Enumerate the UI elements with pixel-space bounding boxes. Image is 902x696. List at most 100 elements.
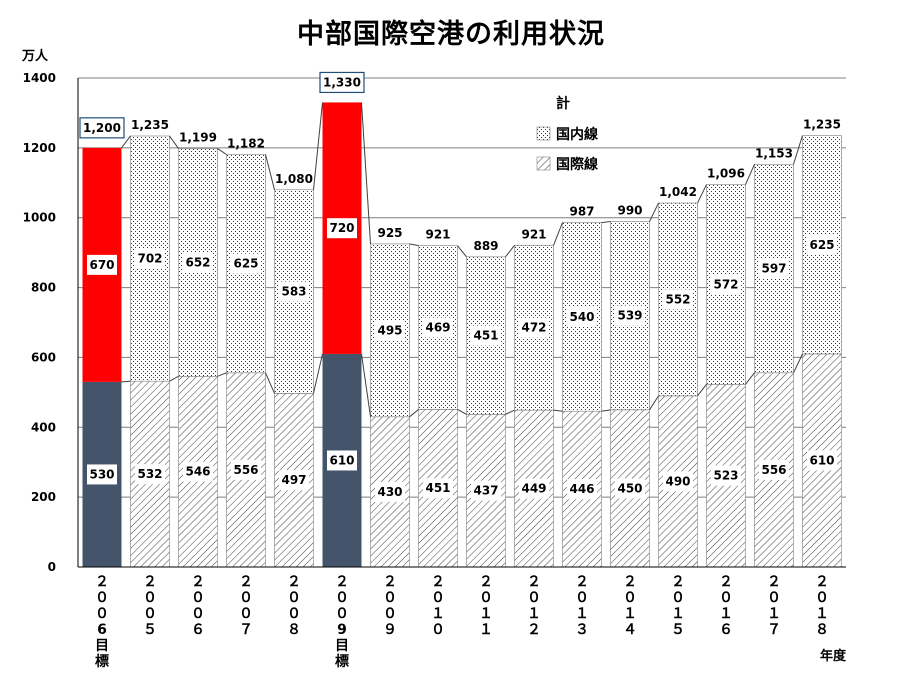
legend-swatch-domestic bbox=[536, 126, 551, 141]
x-tick-char: ４ bbox=[623, 622, 637, 638]
x-tick-char: ８ bbox=[287, 622, 301, 638]
data-label-domestic: 652 bbox=[183, 252, 213, 273]
data-label-domestic: 625 bbox=[231, 253, 261, 274]
connector-total bbox=[217, 148, 227, 155]
connector-total bbox=[601, 221, 611, 224]
data-label-text: 449 bbox=[521, 482, 546, 496]
x-tick-char: １ bbox=[815, 606, 829, 622]
data-label-domestic: 720 bbox=[327, 218, 357, 239]
data-label-international: 497 bbox=[279, 470, 309, 491]
data-label-international: 610 bbox=[807, 450, 837, 471]
connector-international bbox=[121, 380, 131, 383]
x-tick-char: ７ bbox=[767, 622, 781, 638]
data-label-text: 472 bbox=[521, 321, 546, 335]
data-label-box bbox=[471, 325, 501, 346]
data-label-text: 670 bbox=[89, 258, 114, 272]
x-tick-char: ０ bbox=[479, 590, 493, 606]
x-tick-char: ０ bbox=[239, 590, 253, 606]
total-label: 1,235 bbox=[803, 118, 841, 132]
x-tick-char: ０ bbox=[287, 606, 301, 622]
connector-total bbox=[169, 135, 179, 149]
connector-total bbox=[265, 154, 275, 190]
x-tick-char: ０ bbox=[383, 606, 397, 622]
data-label-text: 610 bbox=[809, 453, 834, 467]
x-tick-char: ２ bbox=[767, 574, 781, 590]
x-tick-char: ８ bbox=[815, 622, 829, 638]
x-tick-char: １ bbox=[479, 606, 493, 622]
y-tick-label: 1400 bbox=[23, 71, 56, 85]
data-label-text: 530 bbox=[89, 467, 114, 481]
y-tick-label: 400 bbox=[31, 420, 56, 434]
data-label-international: 530 bbox=[87, 464, 117, 485]
axes: 0200400600800100012001400万人２００6目標２００５２００… bbox=[21, 48, 847, 670]
connector-international bbox=[265, 372, 275, 394]
data-label-box bbox=[711, 274, 741, 295]
data-label-box bbox=[183, 252, 213, 273]
x-tick-char: ０ bbox=[815, 590, 829, 606]
x-tick-char: ０ bbox=[431, 590, 445, 606]
data-label-international: 449 bbox=[519, 478, 549, 499]
data-label-domestic: 540 bbox=[567, 306, 597, 327]
x-tick-char: ７ bbox=[239, 622, 253, 638]
x-tick-char: １ bbox=[623, 606, 637, 622]
data-label-box bbox=[711, 465, 741, 486]
x-tick-char: ０ bbox=[671, 590, 685, 606]
data-label-box bbox=[759, 258, 789, 279]
x-tick-char: １ bbox=[431, 606, 445, 622]
x-tick-char: 9 bbox=[337, 622, 347, 638]
data-label-domestic: 469 bbox=[423, 317, 453, 338]
x-tick-char: ２ bbox=[479, 574, 493, 590]
x-tick-char: １ bbox=[527, 606, 541, 622]
y-tick-label: 800 bbox=[31, 281, 56, 295]
connector-international bbox=[697, 384, 707, 397]
data-label-box bbox=[327, 450, 357, 471]
connector-international bbox=[169, 375, 179, 382]
total-label: 921 bbox=[521, 227, 546, 241]
x-tick-char: ２ bbox=[815, 574, 829, 590]
connector-total bbox=[505, 245, 515, 258]
x-tick-char: ０ bbox=[767, 590, 781, 606]
total-label-text: 1,200 bbox=[83, 121, 121, 135]
connector-international bbox=[313, 353, 323, 394]
data-label-box bbox=[183, 461, 213, 482]
connector-international bbox=[553, 409, 563, 412]
data-label-text: 540 bbox=[569, 310, 594, 324]
y-tick-label: 0 bbox=[48, 560, 56, 574]
x-tick-char: 標 bbox=[335, 653, 349, 670]
data-label-text: 625 bbox=[233, 257, 258, 271]
data-label-text: 430 bbox=[377, 485, 402, 499]
total-label: 1,080 bbox=[275, 172, 313, 186]
data-label-international: 610 bbox=[327, 450, 357, 471]
connector-international bbox=[361, 353, 371, 417]
total-label-text: 1,330 bbox=[323, 75, 361, 89]
x-tick-char: ２ bbox=[527, 574, 541, 590]
data-label-international: 450 bbox=[615, 478, 645, 499]
data-label-domestic: 670 bbox=[87, 254, 117, 275]
x-tick-char: ０ bbox=[191, 590, 205, 606]
data-label-box bbox=[615, 478, 645, 499]
data-label-domestic: 539 bbox=[615, 305, 645, 326]
data-label-text: 556 bbox=[233, 463, 258, 477]
data-label-text: 720 bbox=[329, 221, 354, 235]
x-tick-char: １ bbox=[719, 606, 733, 622]
data-label-international: 523 bbox=[711, 465, 741, 486]
x-tick-char: ２ bbox=[191, 574, 205, 590]
connector-total bbox=[697, 184, 707, 204]
data-label-text: 451 bbox=[425, 481, 450, 495]
legend-label-domestic: 国内線 bbox=[556, 126, 598, 143]
x-tick-char: ０ bbox=[335, 606, 349, 622]
data-label-box bbox=[519, 478, 549, 499]
data-label-text: 523 bbox=[713, 469, 738, 483]
x-tick-char: ０ bbox=[431, 622, 445, 638]
data-label-domestic: 572 bbox=[711, 274, 741, 295]
x-tick-char: ２ bbox=[623, 574, 637, 590]
data-label-domestic: 597 bbox=[759, 258, 789, 279]
data-label-box bbox=[135, 464, 165, 485]
